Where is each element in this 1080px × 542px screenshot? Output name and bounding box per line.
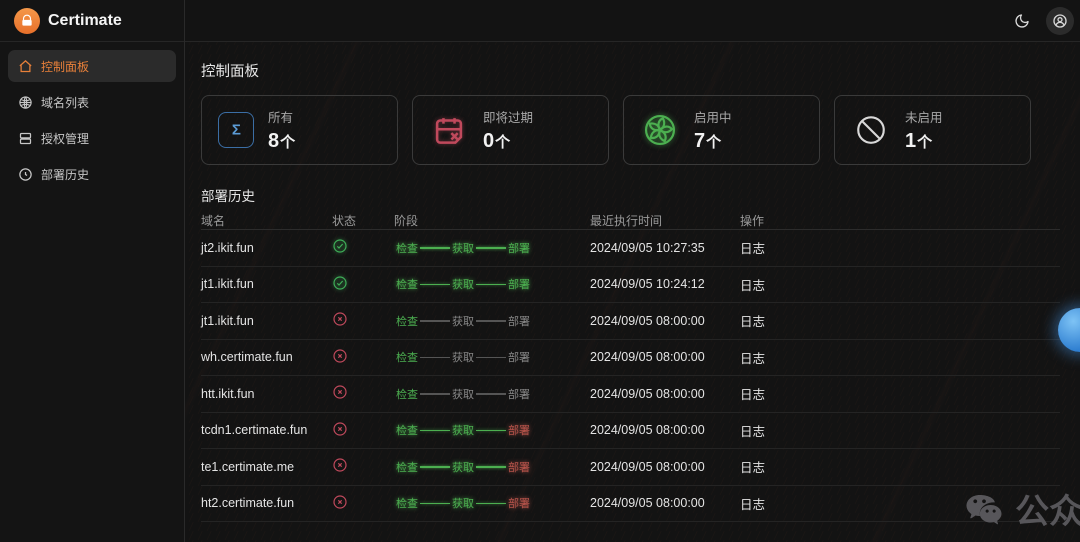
svg-text:Σ: Σ bbox=[232, 122, 241, 139]
